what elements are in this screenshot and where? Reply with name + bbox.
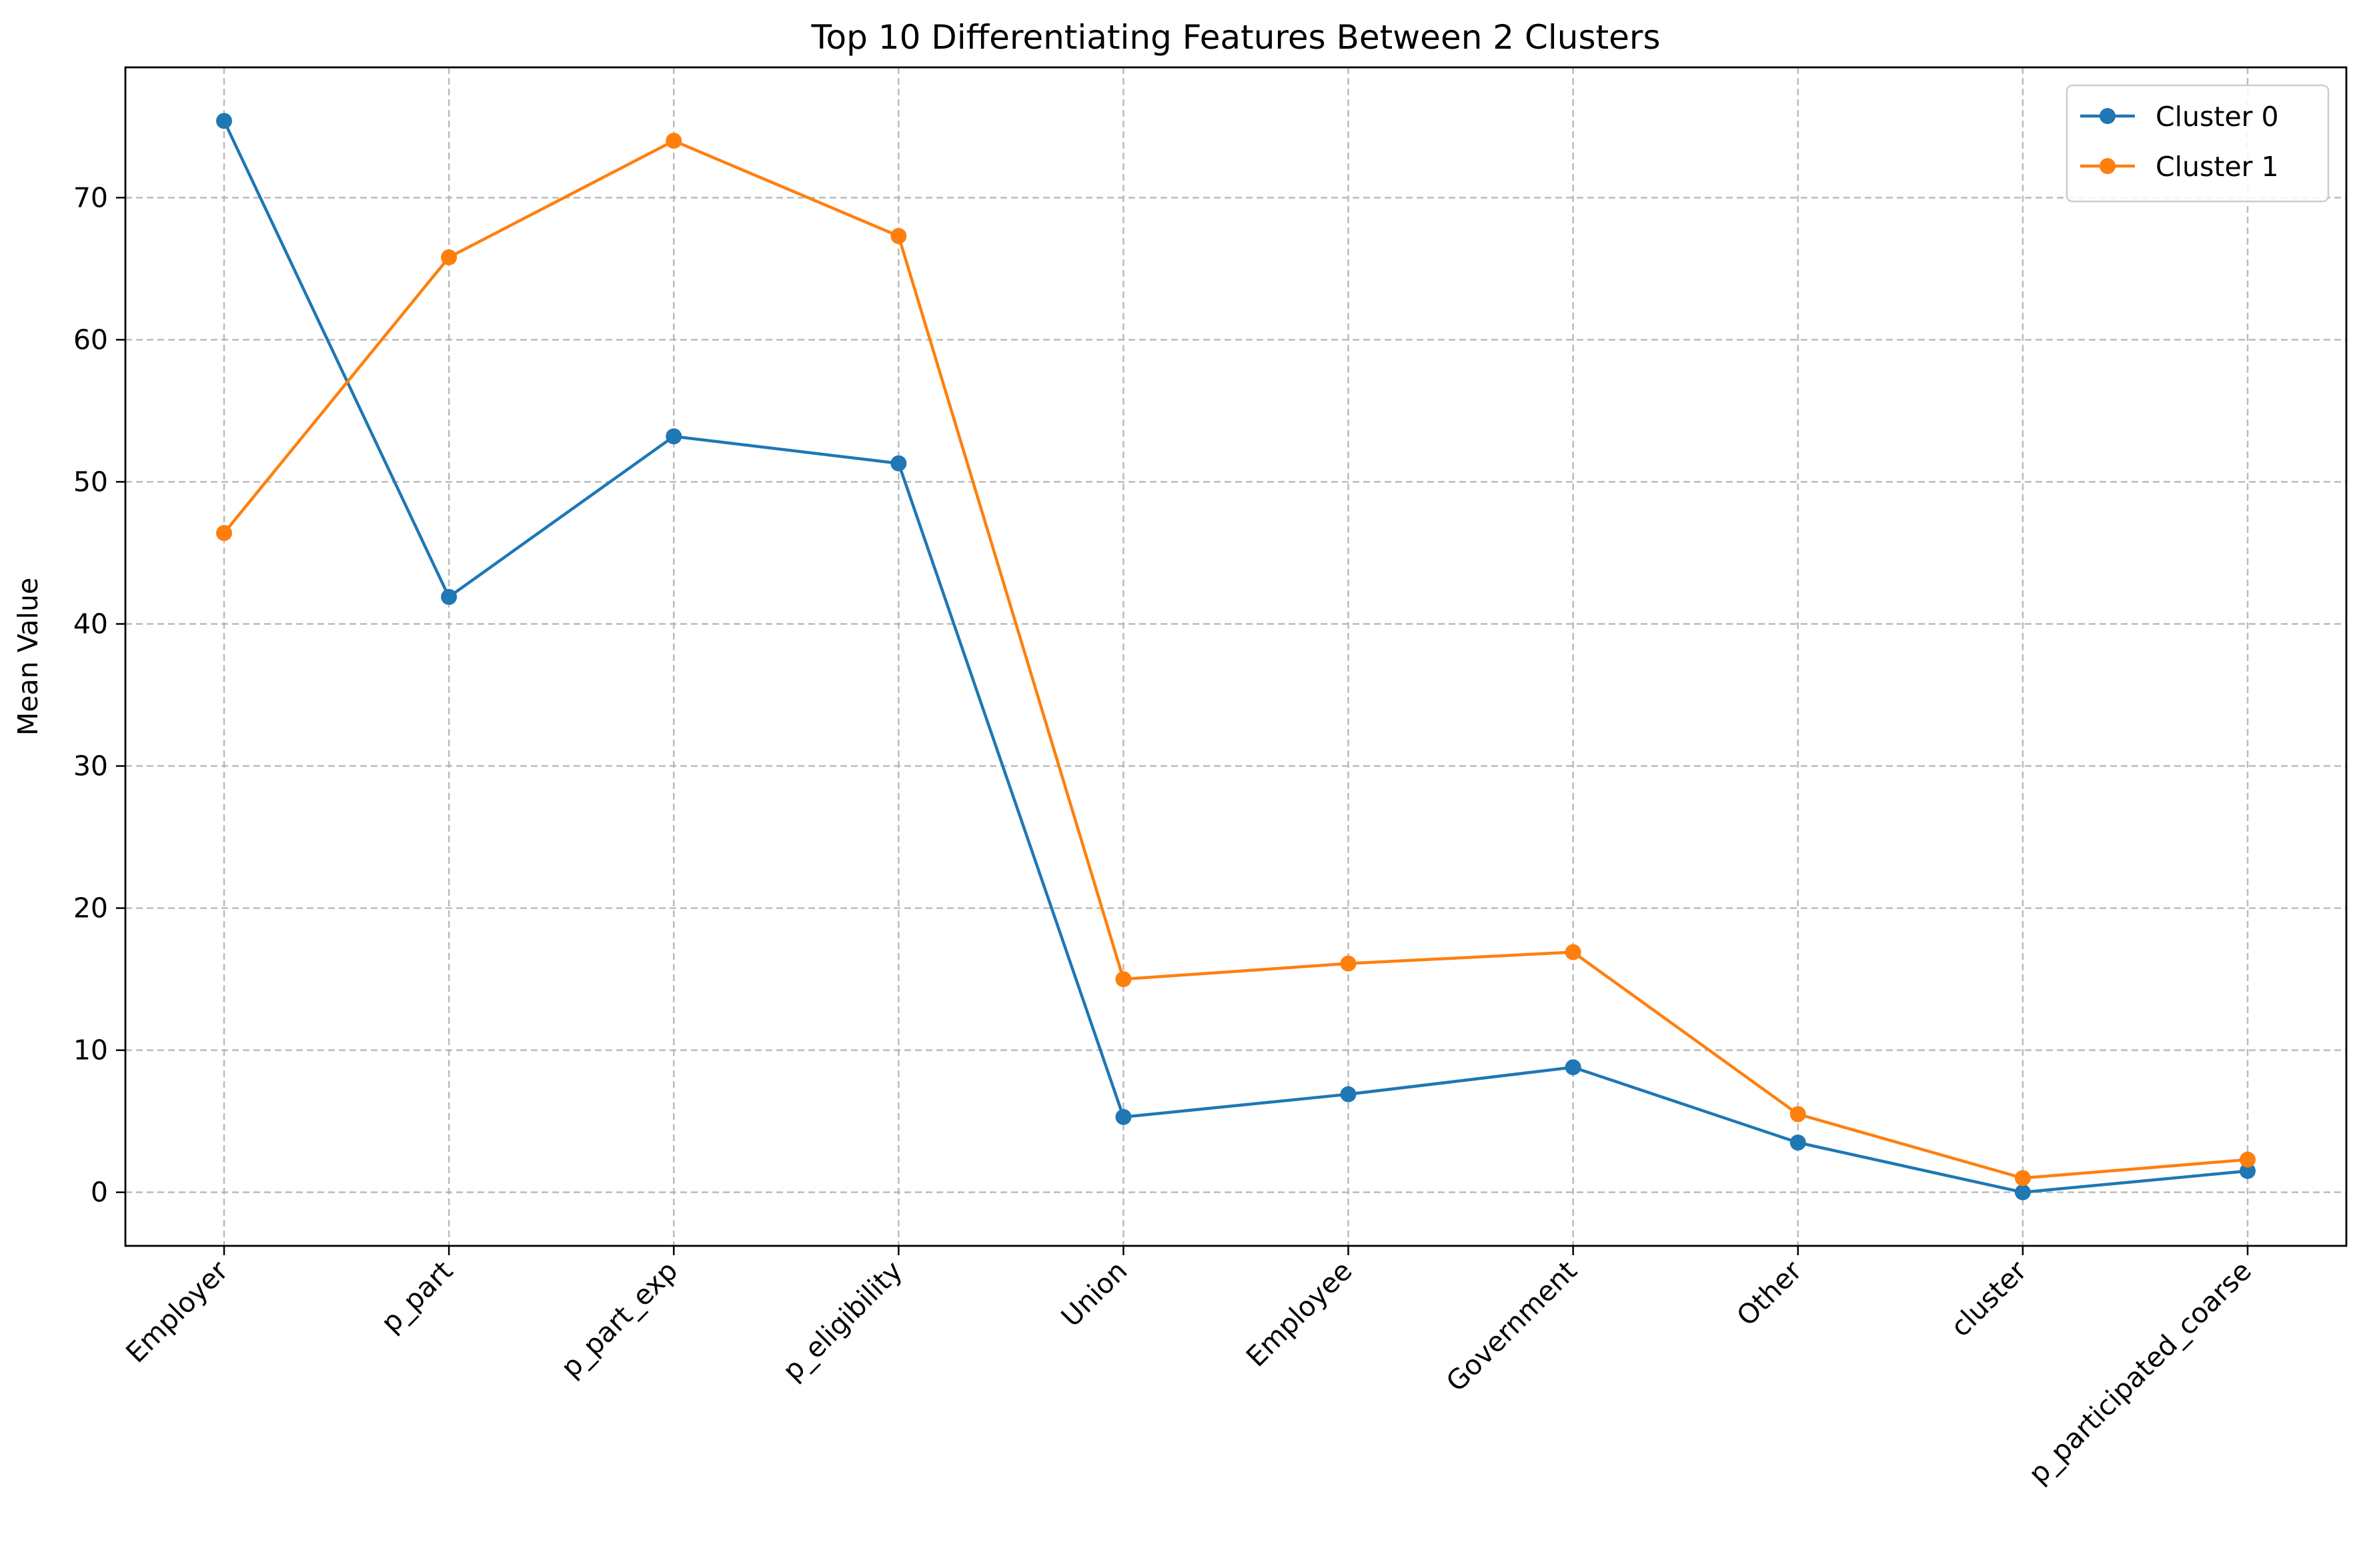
series-layer (216, 113, 2256, 1201)
legend-box (2066, 84, 2330, 203)
y-axis-label: Mean Value (12, 578, 44, 736)
data-point (2014, 1170, 2031, 1187)
data-point (1115, 971, 1132, 988)
data-point (441, 589, 458, 606)
legend-item: Cluster 0 (2080, 101, 2279, 133)
data-point (441, 249, 458, 265)
y-tick-label: 50 (73, 466, 108, 498)
legend-label: Cluster 0 (2156, 101, 2279, 133)
legend-swatch-marker (2100, 108, 2116, 124)
data-point (2240, 1162, 2256, 1179)
data-point (1789, 1106, 1806, 1122)
series-0 (216, 113, 2256, 1201)
legend: Cluster 0 Cluster 1 (2066, 84, 2330, 203)
series-line (223, 139, 2248, 1180)
data-point (890, 455, 907, 472)
data-point (1565, 944, 1581, 960)
legend-swatch-marker (2100, 158, 2116, 174)
data-point (666, 428, 682, 445)
grid (125, 67, 2346, 1246)
data-point (1115, 1108, 1132, 1125)
y-tick-label: 70 (73, 181, 108, 213)
data-point (216, 525, 232, 542)
y-tick-label: 30 (73, 750, 108, 782)
data-point (1340, 955, 1357, 972)
legend-label: Cluster 1 (2156, 151, 2279, 183)
series-line (222, 120, 2248, 1194)
data-point (666, 133, 682, 149)
y-axis: 0 10 20 30 40 50 60 70 (73, 181, 125, 1209)
y-tick-label: 60 (73, 323, 108, 355)
chart-title: Top 10 Differentiating Features Between … (810, 18, 1660, 57)
data-point (2014, 1184, 2031, 1201)
y-tick-label: 0 (91, 1177, 108, 1209)
plot-frame (124, 66, 2348, 1247)
y-tick-label: 40 (73, 608, 108, 640)
data-point (1789, 1134, 1806, 1151)
legend-item: Cluster 1 (2080, 151, 2279, 183)
y-tick-label: 10 (73, 1034, 108, 1066)
data-point (2240, 1151, 2256, 1168)
data-point (1340, 1086, 1357, 1102)
y-tick-label: 20 (73, 892, 108, 924)
series-1 (216, 133, 2256, 1187)
data-point (890, 227, 907, 244)
data-point (216, 113, 232, 129)
data-point (1565, 1059, 1581, 1076)
